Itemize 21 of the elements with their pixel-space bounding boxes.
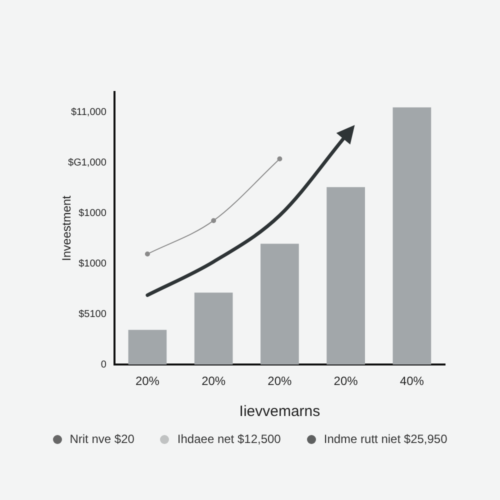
bar bbox=[260, 244, 299, 365]
text: $11,000 bbox=[70, 106, 107, 118]
x-tick-label: 20% bbox=[202, 374, 226, 388]
text: $1000 bbox=[78, 208, 107, 219]
x-tick-label: 20% bbox=[268, 374, 292, 388]
bar bbox=[194, 292, 233, 365]
y-axis-title: Inveestment bbox=[60, 194, 74, 261]
x-tick-label: 40% bbox=[400, 374, 424, 388]
bar bbox=[326, 187, 365, 365]
x-tick-label: 20% bbox=[334, 374, 358, 388]
x-axis-title: Iievvemarns bbox=[239, 403, 320, 420]
text: Ihdaee net $12,500 bbox=[177, 432, 281, 446]
bar bbox=[392, 107, 432, 365]
text: $5100 bbox=[78, 308, 107, 320]
bar bbox=[128, 330, 167, 365]
x-tick-label: 20% bbox=[135, 374, 160, 388]
text: Nrit nve $20 bbox=[70, 432, 134, 446]
text: $1000 bbox=[78, 258, 107, 270]
text: Indme rutt niet $25,950 bbox=[324, 432, 448, 446]
text: 0 bbox=[100, 359, 107, 370]
text: $G1,000 bbox=[68, 157, 107, 168]
